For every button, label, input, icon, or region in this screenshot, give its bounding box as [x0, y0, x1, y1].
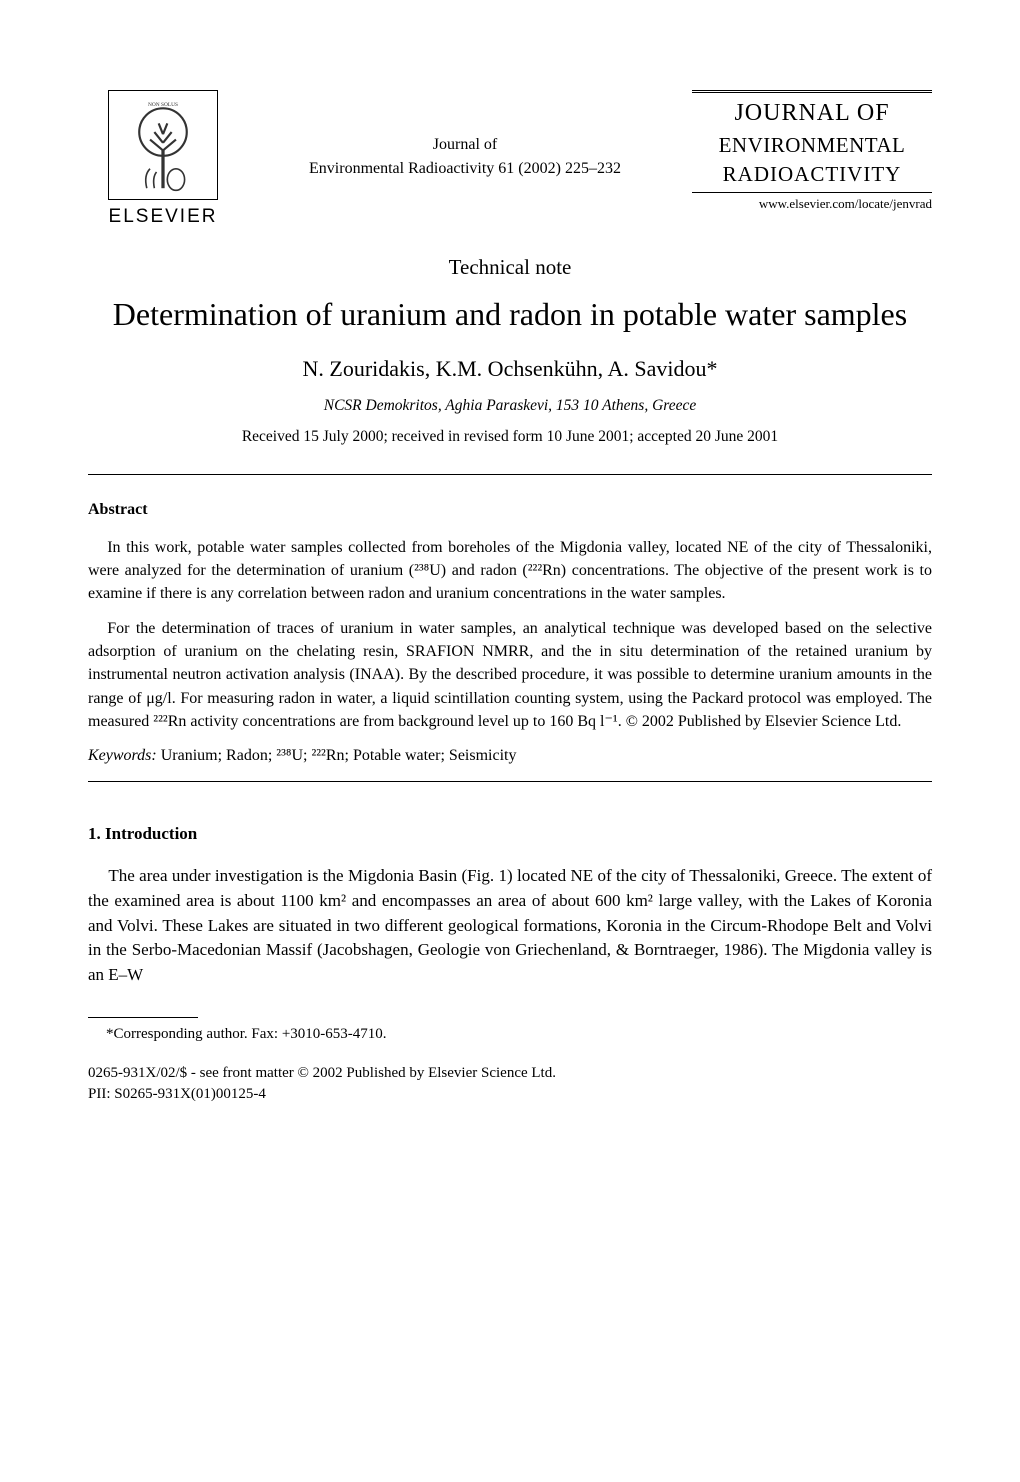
abstract-paragraph-2: For the determination of traces of urani… [88, 617, 932, 733]
abstract-paragraph-1: In this work, potable water samples coll… [88, 536, 932, 606]
journal-logo-line1: JOURNAL OF [692, 97, 932, 131]
divider-rule [88, 781, 932, 782]
section-1-heading: 1. Introduction [88, 822, 932, 846]
keywords-text: Uranium; Radon; ²³⁸U; ²²²Rn; Potable wat… [157, 747, 517, 764]
journal-reference: Environmental Radioactivity 61 (2002) 22… [238, 158, 692, 180]
keywords-line: Keywords: Uranium; Radon; ²³⁸U; ²²²Rn; P… [88, 745, 932, 767]
svg-text:NON SOLUS: NON SOLUS [148, 102, 178, 108]
copyright-line-1: 0265-931X/02/$ - see front matter © 2002… [88, 1063, 932, 1083]
journal-logo-line3: RADIOACTIVITY [692, 160, 932, 193]
journal-url: www.elsevier.com/locate/jenvrad [692, 195, 932, 213]
corresponding-author-footnote: *Corresponding author. Fax: +3010-653-47… [88, 1024, 932, 1045]
article-dates: Received 15 July 2000; received in revis… [88, 426, 932, 448]
section-1-paragraph-1: The area under investigation is the Migd… [88, 864, 932, 987]
copyright-block: 0265-931X/02/$ - see front matter © 2002… [88, 1063, 932, 1104]
article-affiliation: NCSR Demokritos, Aghia Paraskevi, 153 10… [88, 395, 932, 417]
header-row: NON SOLUS ELSEVIER Journal of Environmen… [88, 90, 932, 231]
abstract-heading: Abstract [88, 499, 932, 521]
copyright-line-2: PII: S0265-931X(01)00125-4 [88, 1084, 932, 1104]
journal-logo-line2: ENVIRONMENTAL [692, 131, 932, 160]
footnote-rule [88, 1017, 198, 1018]
publisher-logo-block: NON SOLUS ELSEVIER [88, 90, 238, 231]
keywords-label: Keywords: [88, 747, 157, 764]
journal-logo-block: JOURNAL OF ENVIRONMENTAL RADIOACTIVITY w… [692, 90, 932, 214]
journal-of-label: Journal of [238, 134, 692, 156]
article-authors: N. Zouridakis, K.M. Ochsenkühn, A. Savid… [88, 354, 932, 385]
article-title: Determination of uranium and radon in po… [88, 294, 932, 334]
journal-reference-block: Journal of Environmental Radioactivity 6… [238, 90, 692, 181]
divider-rule [88, 474, 932, 475]
journal-logo-box: JOURNAL OF ENVIRONMENTAL RADIOACTIVITY [692, 90, 932, 193]
article-type-label: Technical note [88, 253, 932, 282]
publisher-name: ELSEVIER [109, 204, 218, 231]
elsevier-tree-icon: NON SOLUS [108, 90, 218, 200]
